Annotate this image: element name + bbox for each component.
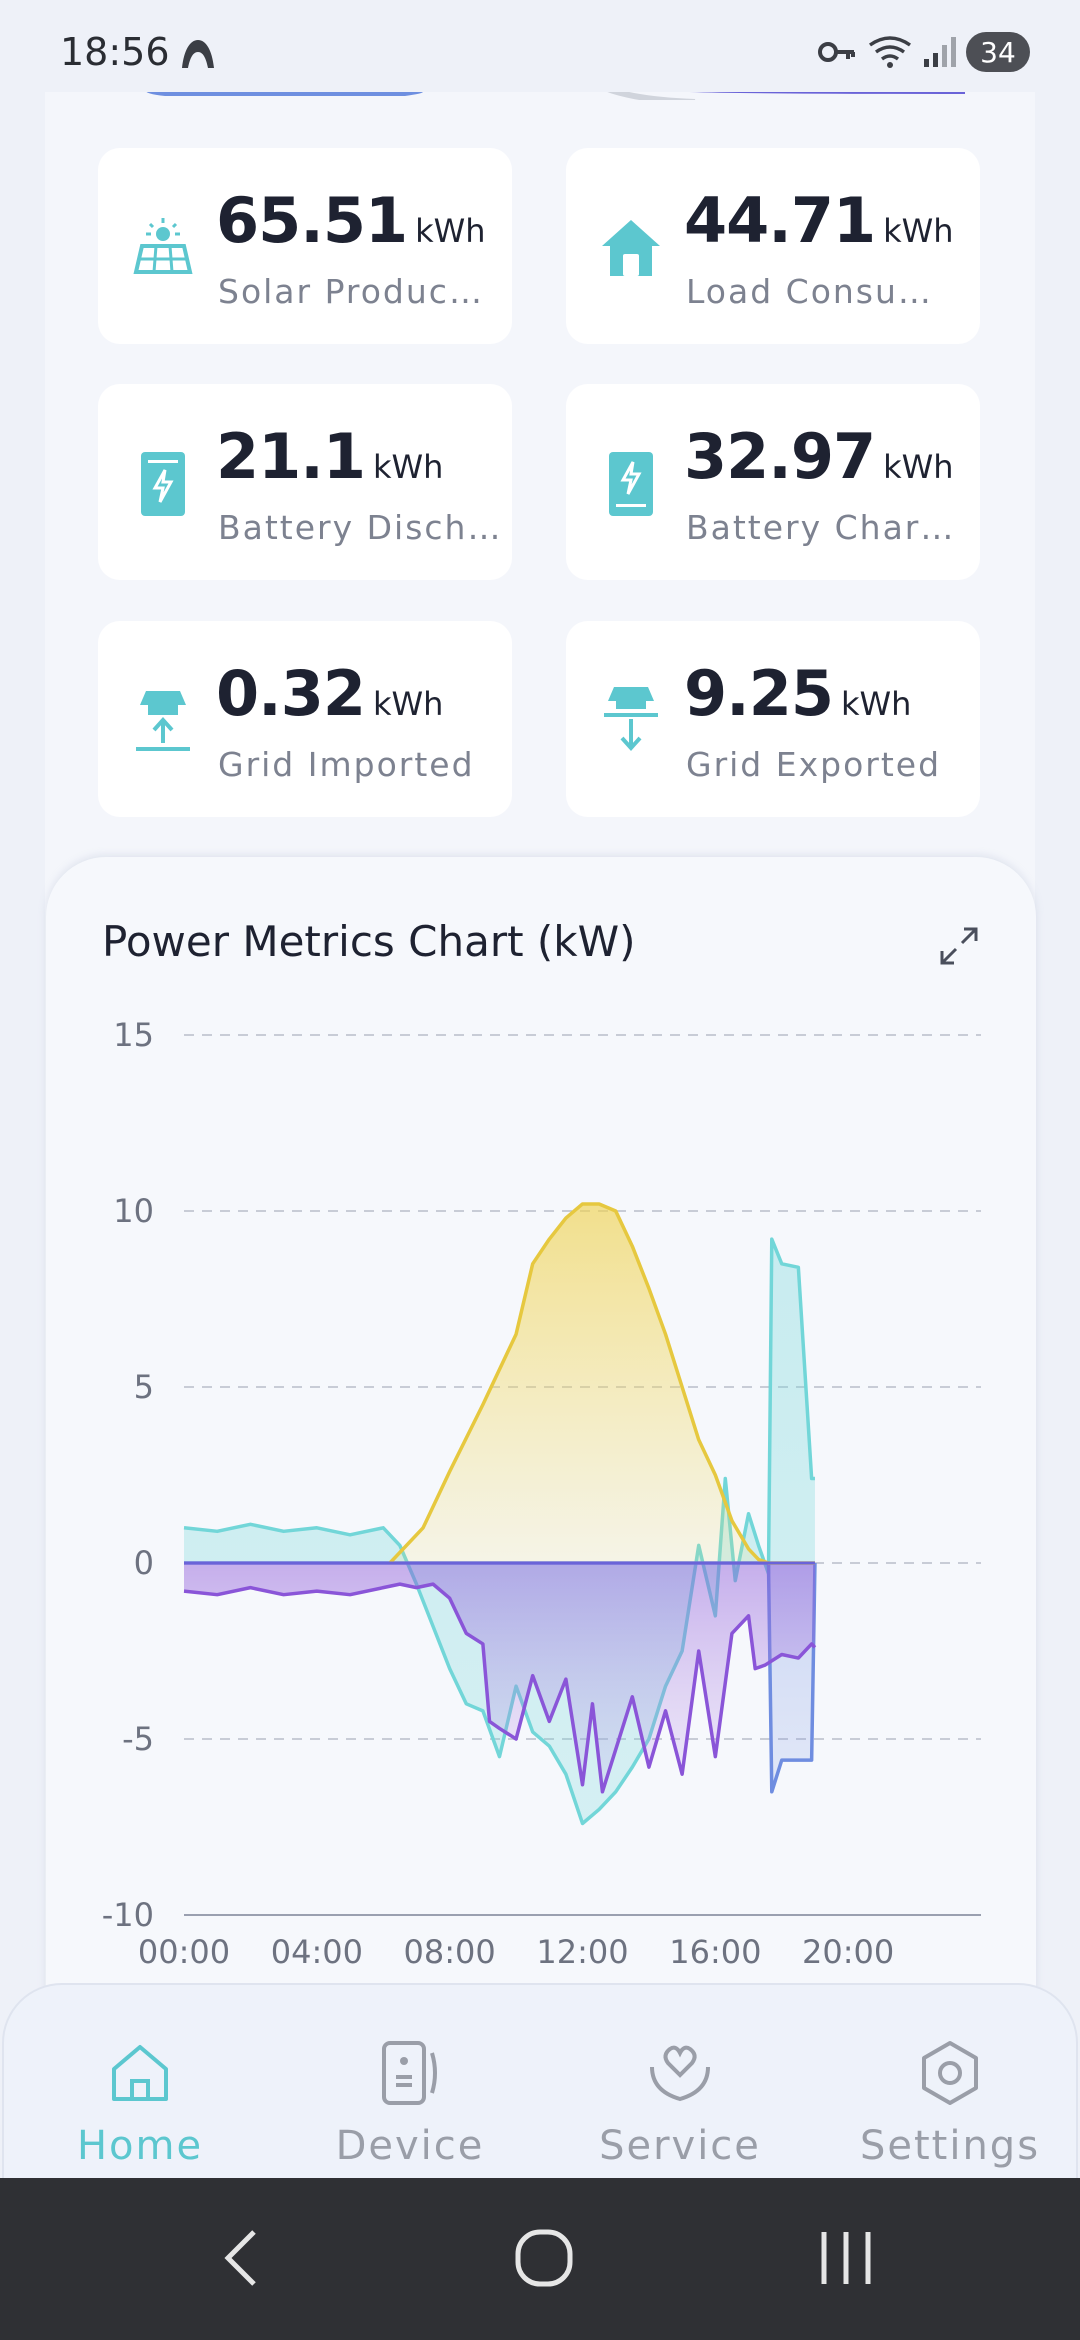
nav-device[interactable]: Device xyxy=(300,2037,520,2169)
nav-label: Home xyxy=(76,2123,204,2169)
series-area-0 xyxy=(389,1203,815,1563)
vpn-key-icon xyxy=(818,42,855,62)
service-icon xyxy=(650,2045,710,2102)
nav-label: Settings xyxy=(859,2123,1041,2169)
bottom-navigation: Home Device Service Settings xyxy=(2,1983,1078,2183)
stat-card-solar-production[interactable]: 65.51 kWh Solar Produc… xyxy=(98,148,512,344)
stat-card-load-consumption[interactable]: 44.71 kWh Load Consu… xyxy=(566,148,980,344)
series-line-1 xyxy=(183,1237,815,1826)
y-tick-label: 10 xyxy=(113,1192,154,1230)
x-tick-label: 04:00 xyxy=(271,1933,363,1971)
stat-label: Grid Imported xyxy=(218,745,475,784)
x-tick-label: 16:00 xyxy=(669,1933,761,1971)
stat-unit: kWh xyxy=(883,212,954,250)
stat-unit: kWh xyxy=(883,448,954,486)
expand-icon[interactable] xyxy=(938,925,980,967)
x-tick-label: 20:00 xyxy=(802,1933,894,1971)
stat-label: Battery Disch… xyxy=(218,508,503,547)
stat-value: 0.32 xyxy=(216,657,366,730)
nav-home[interactable]: Home xyxy=(30,2037,250,2169)
stat-unit: kWh xyxy=(415,212,486,250)
y-tick-label: 5 xyxy=(134,1368,154,1406)
wifi-icon xyxy=(868,36,912,68)
power-metrics-card: Power Metrics Chart (kW) 15 10 5 0 -5 -10 00:0… xyxy=(46,857,1036,2097)
status-icons: 34 xyxy=(818,32,1030,72)
solar-panel-icon xyxy=(133,218,193,274)
nav-settings[interactable]: Settings xyxy=(840,2037,1060,2169)
home-button-icon[interactable] xyxy=(504,2218,584,2298)
gear-icon xyxy=(922,2041,978,2105)
status-time: 18:56 xyxy=(60,30,170,74)
nav-service[interactable]: Service xyxy=(570,2037,790,2169)
x-tick-label: 08:00 xyxy=(404,1933,496,1971)
device-icon xyxy=(382,2041,437,2105)
y-tick-label: 0 xyxy=(134,1544,154,1582)
signal-icon xyxy=(924,37,956,67)
stat-card-grid-exported[interactable]: 9.25 kWh Grid Exported xyxy=(566,621,980,817)
stat-card-battery-charge[interactable]: 32.97 kWh Battery Char… xyxy=(566,384,980,580)
stat-value: 9.25 xyxy=(684,657,834,730)
stat-value-row: 9.25 kWh xyxy=(684,657,911,730)
home-icon xyxy=(602,220,660,276)
stat-value: 21.1 xyxy=(216,420,366,493)
y-tick-label: -10 xyxy=(102,1896,154,1934)
home-icon xyxy=(112,2045,168,2101)
app-notification-icon xyxy=(182,40,214,68)
stat-value-row: 44.71 kWh xyxy=(684,184,954,257)
status-bar: 18:56 34 xyxy=(0,0,1080,92)
stat-card-battery-discharge[interactable]: 21.1 kWh Battery Disch… xyxy=(98,384,512,580)
stat-label: Grid Exported xyxy=(686,745,942,784)
battery-charge-icon xyxy=(609,452,653,516)
stat-value: 65.51 xyxy=(216,184,408,257)
stat-value: 32.97 xyxy=(684,420,876,493)
stat-value: 44.71 xyxy=(684,184,876,257)
stat-value-row: 32.97 kWh xyxy=(684,420,954,493)
back-icon[interactable] xyxy=(204,2218,284,2298)
stat-value-row: 65.51 kWh xyxy=(216,184,486,257)
stat-card-grid-imported[interactable]: 0.32 kWh Grid Imported xyxy=(98,621,512,817)
grid-import-icon xyxy=(136,691,190,751)
battery-discharge-icon xyxy=(141,452,185,516)
system-navigation-bar xyxy=(0,2178,1080,2340)
chart-title: Power Metrics Chart (kW) xyxy=(102,917,636,966)
stat-label: Battery Char… xyxy=(686,508,956,547)
x-tick-label: 00:00 xyxy=(138,1933,230,1971)
stat-label: Load Consu… xyxy=(686,272,933,311)
stat-value-row: 0.32 kWh xyxy=(216,657,443,730)
battery-indicator: 34 xyxy=(966,32,1030,72)
grid-export-icon xyxy=(604,687,658,751)
stat-unit: kWh xyxy=(372,685,444,723)
nav-label: Service xyxy=(599,2123,761,2169)
stat-unit: kWh xyxy=(840,685,912,723)
nav-label: Device xyxy=(335,2123,485,2169)
x-tick-label: 12:00 xyxy=(536,1933,628,1971)
series-line-2 xyxy=(183,1582,817,1794)
stat-label: Solar Produc… xyxy=(218,272,484,311)
recent-apps-icon[interactable] xyxy=(806,2218,886,2298)
y-tick-label: -5 xyxy=(122,1720,154,1758)
stat-unit: kWh xyxy=(372,448,444,486)
stat-value-row: 21.1 kWh xyxy=(216,420,443,493)
series-line-0 xyxy=(388,1202,815,1565)
y-tick-label: 15 xyxy=(113,1016,154,1054)
